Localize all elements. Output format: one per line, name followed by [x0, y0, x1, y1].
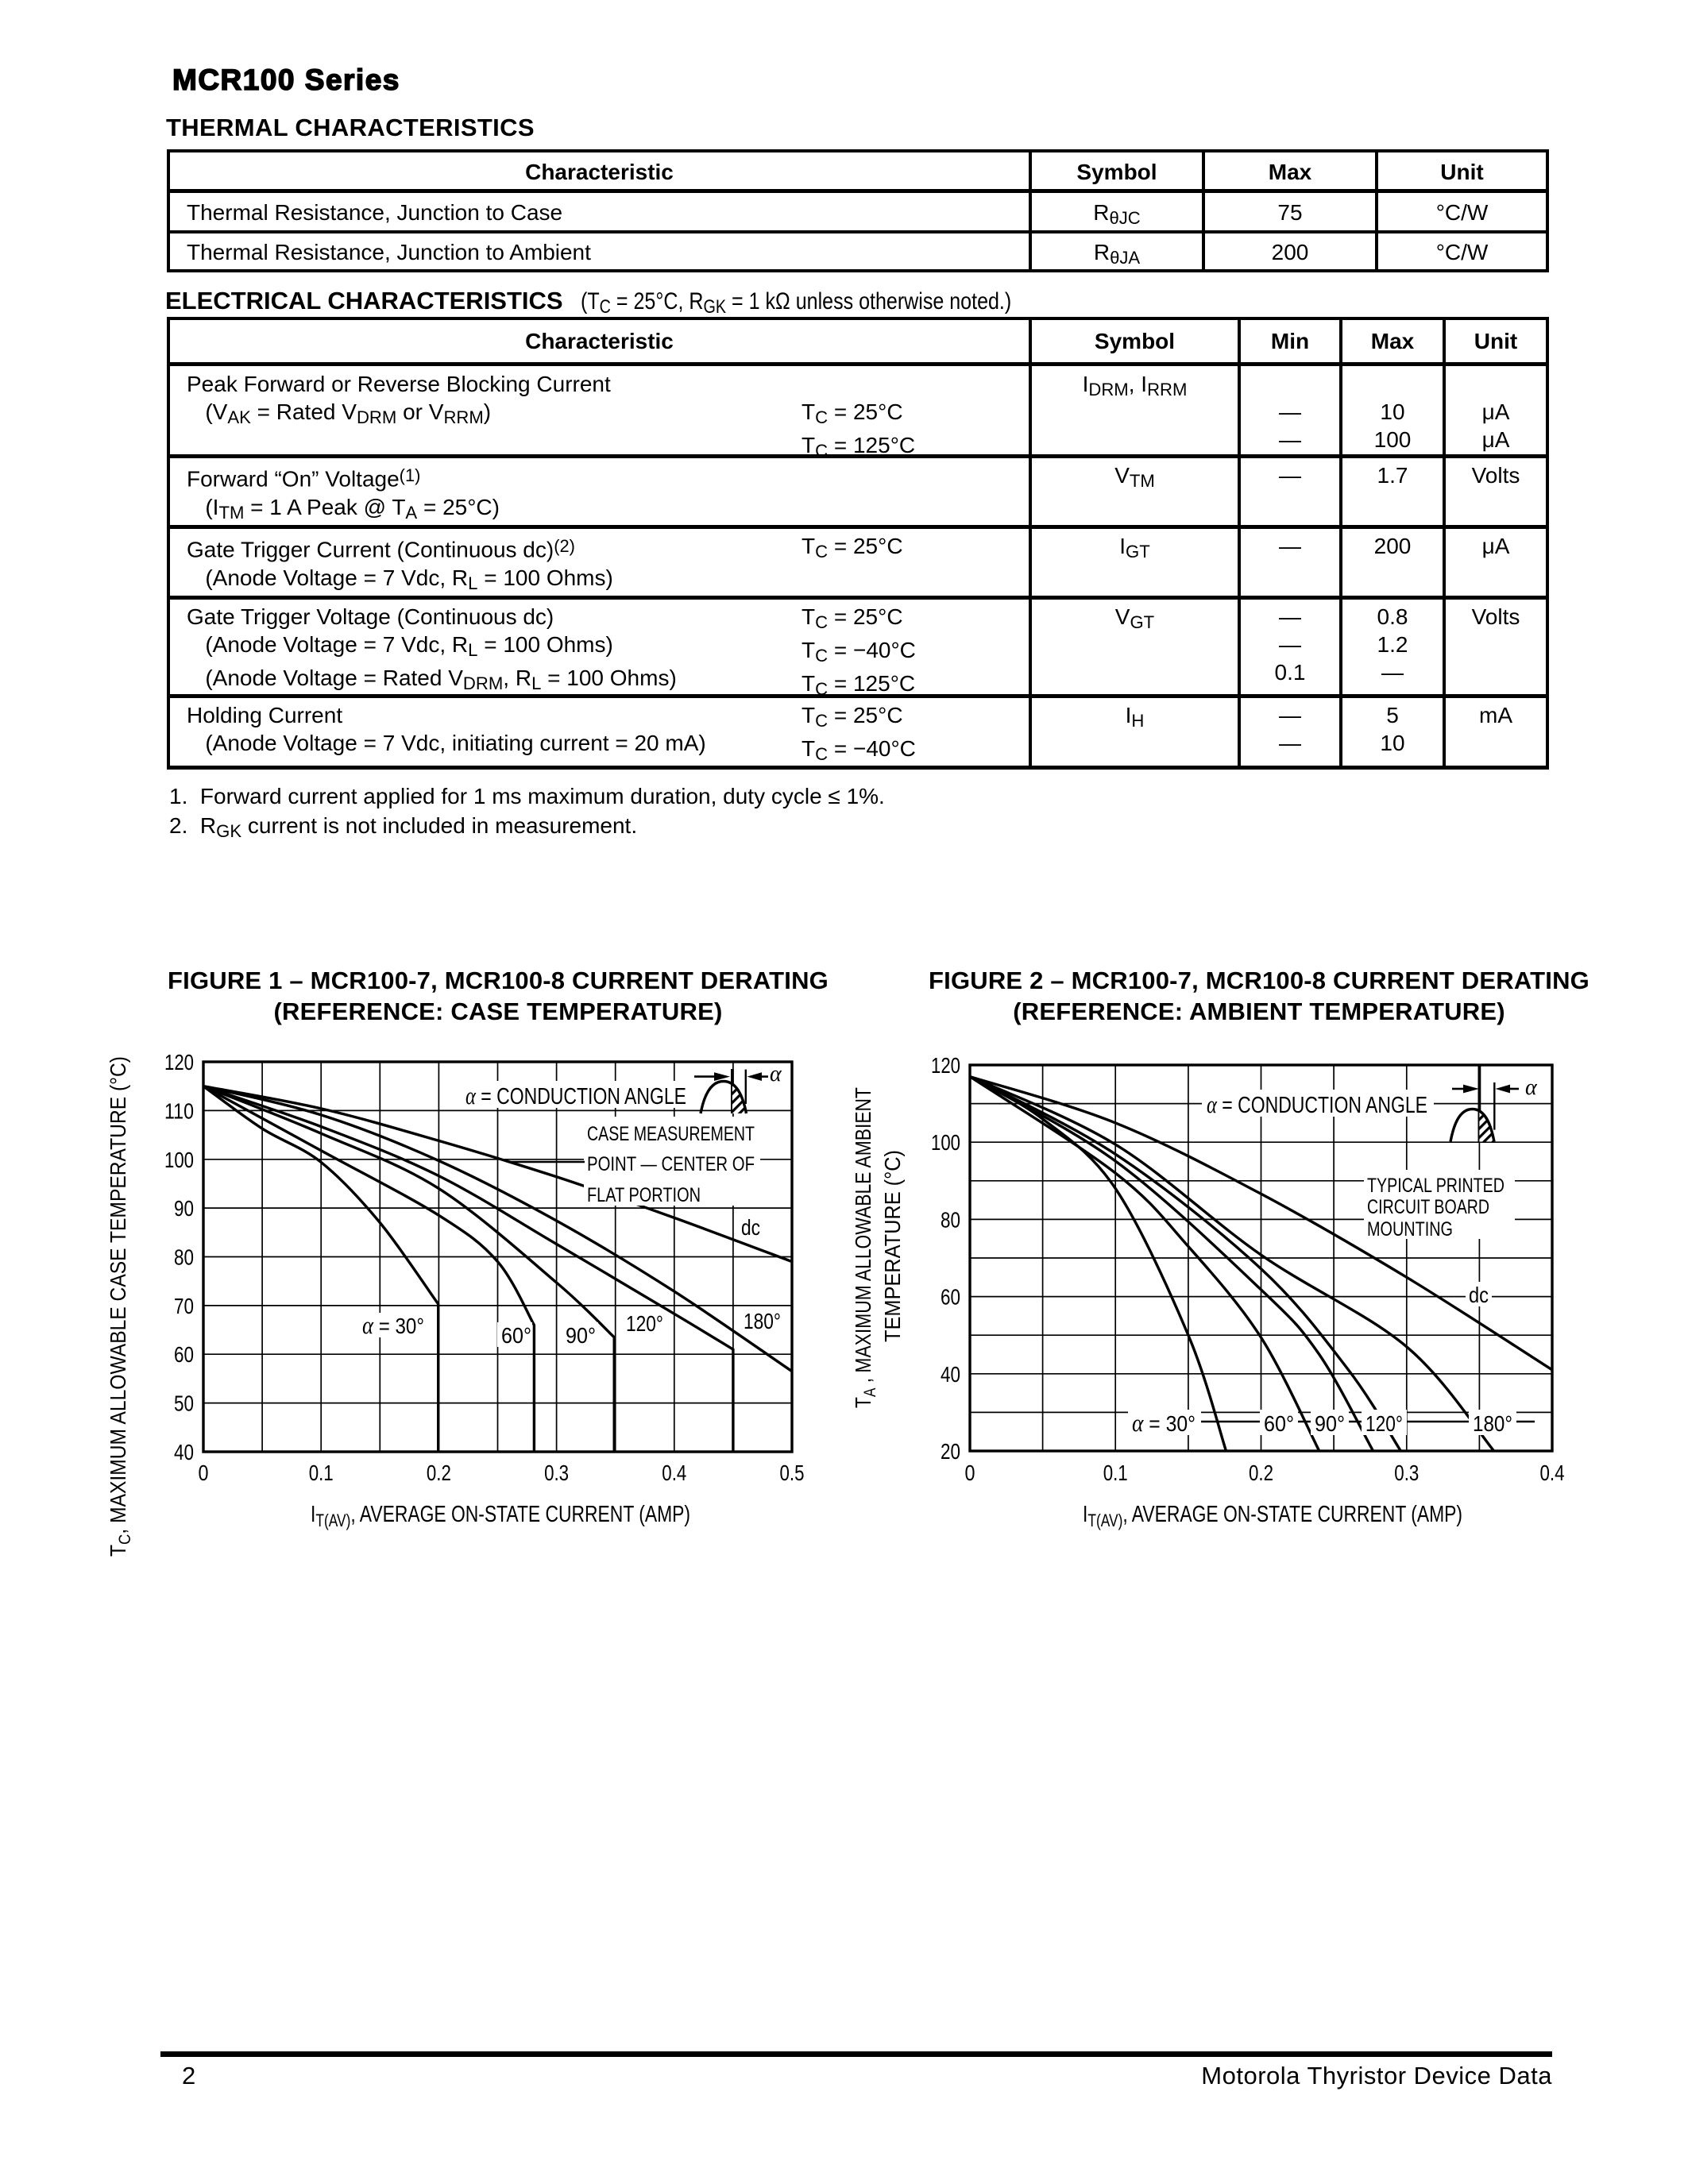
svg-text:40: 40 — [941, 1362, 960, 1387]
svg-text:20: 20 — [941, 1439, 960, 1464]
svg-text:0.4: 0.4 — [662, 1461, 686, 1485]
svg-text:MOUNTING: MOUNTING — [1367, 1218, 1453, 1241]
svg-text:0.3: 0.3 — [1394, 1461, 1419, 1485]
svg-text:180°: 180° — [744, 1309, 781, 1333]
svg-text:60°: 60° — [501, 1323, 531, 1348]
svg-text:90°: 90° — [1315, 1411, 1345, 1436]
svg-text:120: 120 — [931, 1053, 960, 1078]
svg-text:TYPICAL PRINTED: TYPICAL PRINTED — [1367, 1175, 1505, 1197]
svg-text:0.3: 0.3 — [544, 1461, 569, 1485]
svg-text:110: 110 — [164, 1098, 194, 1123]
svg-text:IT(AV), AVERAGE ON-STATE CURRE: IT(AV), AVERAGE ON-STATE CURRENT (AMP) — [1083, 1502, 1462, 1530]
svg-text:100: 100 — [931, 1130, 960, 1155]
svg-text:0.1: 0.1 — [1103, 1461, 1128, 1485]
svg-text:0.1: 0.1 — [309, 1461, 334, 1485]
svg-text:50: 50 — [174, 1391, 194, 1416]
svg-text:120: 120 — [164, 1050, 194, 1075]
svg-text:IT(AV), AVERAGE ON-STATE CURRE: IT(AV), AVERAGE ON-STATE CURRENT (AMP) — [311, 1502, 690, 1530]
svg-text:TC, MAXIMUM ALLOWABLE CASE TEM: TC, MAXIMUM ALLOWABLE CASE TEMPERATURE (… — [106, 1056, 134, 1557]
svg-text:0: 0 — [199, 1461, 209, 1485]
svg-text:60°: 60° — [1264, 1411, 1294, 1436]
svg-text:120°: 120° — [1365, 1411, 1403, 1436]
svg-text:120°: 120° — [626, 1311, 663, 1336]
svg-text:CIRCUIT BOARD: CIRCUIT BOARD — [1367, 1196, 1489, 1218]
svg-text:0.5: 0.5 — [780, 1461, 805, 1485]
svg-text:60: 60 — [941, 1285, 960, 1310]
svg-text:α = CONDUCTION ANGLE: α = CONDUCTION ANGLE — [465, 1082, 686, 1109]
svg-text:60: 60 — [174, 1342, 194, 1367]
svg-text:α = 30°: α = 30° — [362, 1311, 424, 1339]
svg-text:FLAT PORTION: FLAT PORTION — [587, 1184, 701, 1206]
svg-text:dc: dc — [741, 1215, 760, 1240]
svg-text:180°: 180° — [1473, 1411, 1512, 1436]
svg-text:0: 0 — [965, 1461, 975, 1485]
svg-text:TEMPERATURE (°C): TEMPERATURE (°C) — [880, 1150, 905, 1342]
svg-text:α: α — [1525, 1075, 1538, 1100]
svg-text:0.2: 0.2 — [1249, 1461, 1273, 1485]
svg-text:POINT — CENTER OF: POINT — CENTER OF — [587, 1153, 755, 1175]
svg-text:90°: 90° — [566, 1323, 596, 1348]
svg-text:100: 100 — [164, 1148, 194, 1172]
svg-text:80: 80 — [174, 1245, 194, 1270]
svg-text:CASE MEASUREMENT: CASE MEASUREMENT — [587, 1123, 755, 1145]
svg-text:80: 80 — [941, 1207, 960, 1232]
svg-text:90: 90 — [174, 1196, 194, 1221]
svg-text:70: 70 — [174, 1294, 194, 1318]
svg-text:α = CONDUCTION ANGLE: α = CONDUCTION ANGLE — [1207, 1090, 1427, 1118]
svg-text:dc: dc — [1469, 1283, 1489, 1307]
svg-text:0.4: 0.4 — [1540, 1461, 1565, 1485]
svg-text:TA , MAXIMUM ALLOWABLE AMBIENT: TA , MAXIMUM ALLOWABLE AMBIENT — [851, 1087, 879, 1408]
svg-text:40: 40 — [174, 1440, 194, 1464]
svg-text:α: α — [770, 1062, 782, 1086]
svg-text:0.2: 0.2 — [427, 1461, 451, 1485]
svg-text:α = 30°: α = 30° — [1132, 1409, 1196, 1437]
